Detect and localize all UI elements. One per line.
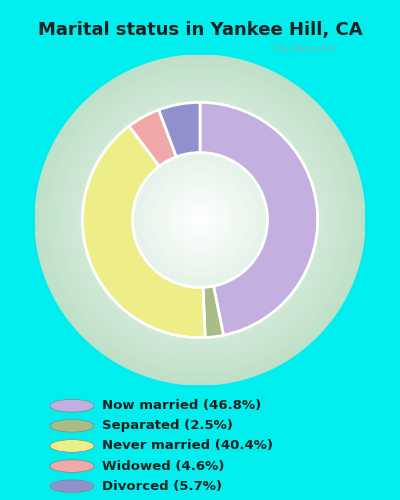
Circle shape: [198, 218, 202, 222]
Circle shape: [144, 164, 256, 276]
Circle shape: [190, 210, 210, 231]
Circle shape: [194, 214, 206, 226]
Wedge shape: [82, 126, 205, 338]
Circle shape: [184, 204, 216, 236]
Circle shape: [157, 176, 243, 264]
Circle shape: [134, 154, 266, 286]
Circle shape: [82, 102, 318, 338]
Circle shape: [50, 420, 94, 432]
Circle shape: [186, 206, 214, 234]
Circle shape: [167, 187, 233, 253]
Circle shape: [101, 121, 299, 319]
Circle shape: [155, 174, 245, 266]
Text: Never married (40.4%): Never married (40.4%): [102, 440, 273, 452]
Circle shape: [70, 90, 330, 350]
Circle shape: [95, 115, 305, 325]
Circle shape: [120, 140, 280, 300]
Circle shape: [80, 100, 320, 340]
Circle shape: [39, 59, 361, 381]
Circle shape: [89, 108, 311, 332]
Circle shape: [150, 170, 250, 270]
Circle shape: [146, 166, 254, 274]
Text: Separated (2.5%): Separated (2.5%): [102, 420, 233, 432]
Circle shape: [132, 152, 268, 288]
Circle shape: [72, 92, 328, 348]
Wedge shape: [200, 102, 318, 336]
Circle shape: [91, 110, 309, 330]
Circle shape: [60, 80, 340, 360]
Text: Divorced (5.7%): Divorced (5.7%): [102, 480, 222, 492]
Circle shape: [97, 117, 303, 323]
Text: City-Data.com: City-Data.com: [273, 44, 337, 53]
Circle shape: [47, 68, 353, 372]
Circle shape: [173, 193, 227, 247]
Circle shape: [138, 158, 262, 282]
Circle shape: [50, 70, 350, 370]
Circle shape: [41, 61, 359, 379]
Circle shape: [116, 136, 284, 304]
Circle shape: [66, 86, 334, 354]
Wedge shape: [203, 286, 224, 338]
Circle shape: [140, 160, 260, 280]
Circle shape: [161, 181, 239, 259]
Circle shape: [130, 150, 270, 290]
Circle shape: [175, 195, 225, 244]
Circle shape: [50, 440, 94, 452]
Circle shape: [54, 74, 346, 366]
Circle shape: [196, 216, 204, 224]
Circle shape: [179, 200, 221, 240]
Circle shape: [64, 84, 336, 356]
Wedge shape: [129, 110, 176, 166]
Circle shape: [58, 78, 342, 362]
Circle shape: [188, 208, 212, 233]
Circle shape: [50, 400, 94, 412]
Circle shape: [35, 55, 365, 385]
Circle shape: [62, 82, 338, 358]
Circle shape: [84, 104, 316, 336]
Circle shape: [192, 212, 208, 228]
Circle shape: [169, 189, 231, 251]
Circle shape: [113, 134, 287, 306]
Circle shape: [56, 76, 344, 364]
Text: Widowed (4.6%): Widowed (4.6%): [102, 460, 224, 472]
Circle shape: [107, 127, 293, 313]
Circle shape: [111, 132, 289, 308]
Circle shape: [109, 129, 291, 310]
Circle shape: [76, 96, 324, 344]
Circle shape: [136, 156, 264, 284]
Circle shape: [68, 88, 332, 352]
Circle shape: [86, 106, 314, 334]
Circle shape: [45, 66, 355, 374]
Circle shape: [148, 168, 252, 272]
Circle shape: [177, 198, 223, 242]
Circle shape: [159, 179, 241, 261]
Circle shape: [163, 183, 237, 257]
Circle shape: [171, 191, 229, 249]
Circle shape: [37, 57, 363, 383]
Circle shape: [165, 185, 235, 255]
Circle shape: [52, 72, 348, 368]
Circle shape: [126, 146, 274, 294]
Wedge shape: [159, 102, 200, 157]
Circle shape: [152, 172, 248, 268]
Text: Now married (46.8%): Now married (46.8%): [102, 399, 261, 412]
Circle shape: [105, 125, 295, 315]
Circle shape: [128, 148, 272, 292]
Circle shape: [50, 480, 94, 492]
Circle shape: [124, 144, 276, 296]
Text: Marital status in Yankee Hill, CA: Marital status in Yankee Hill, CA: [38, 21, 362, 40]
Circle shape: [122, 142, 278, 298]
Circle shape: [74, 94, 326, 346]
Circle shape: [93, 113, 307, 327]
Circle shape: [103, 123, 297, 317]
Circle shape: [78, 98, 322, 342]
Circle shape: [142, 162, 258, 278]
Circle shape: [182, 202, 218, 238]
Circle shape: [118, 138, 282, 302]
Circle shape: [43, 63, 357, 377]
Circle shape: [99, 119, 301, 321]
Circle shape: [50, 460, 94, 472]
